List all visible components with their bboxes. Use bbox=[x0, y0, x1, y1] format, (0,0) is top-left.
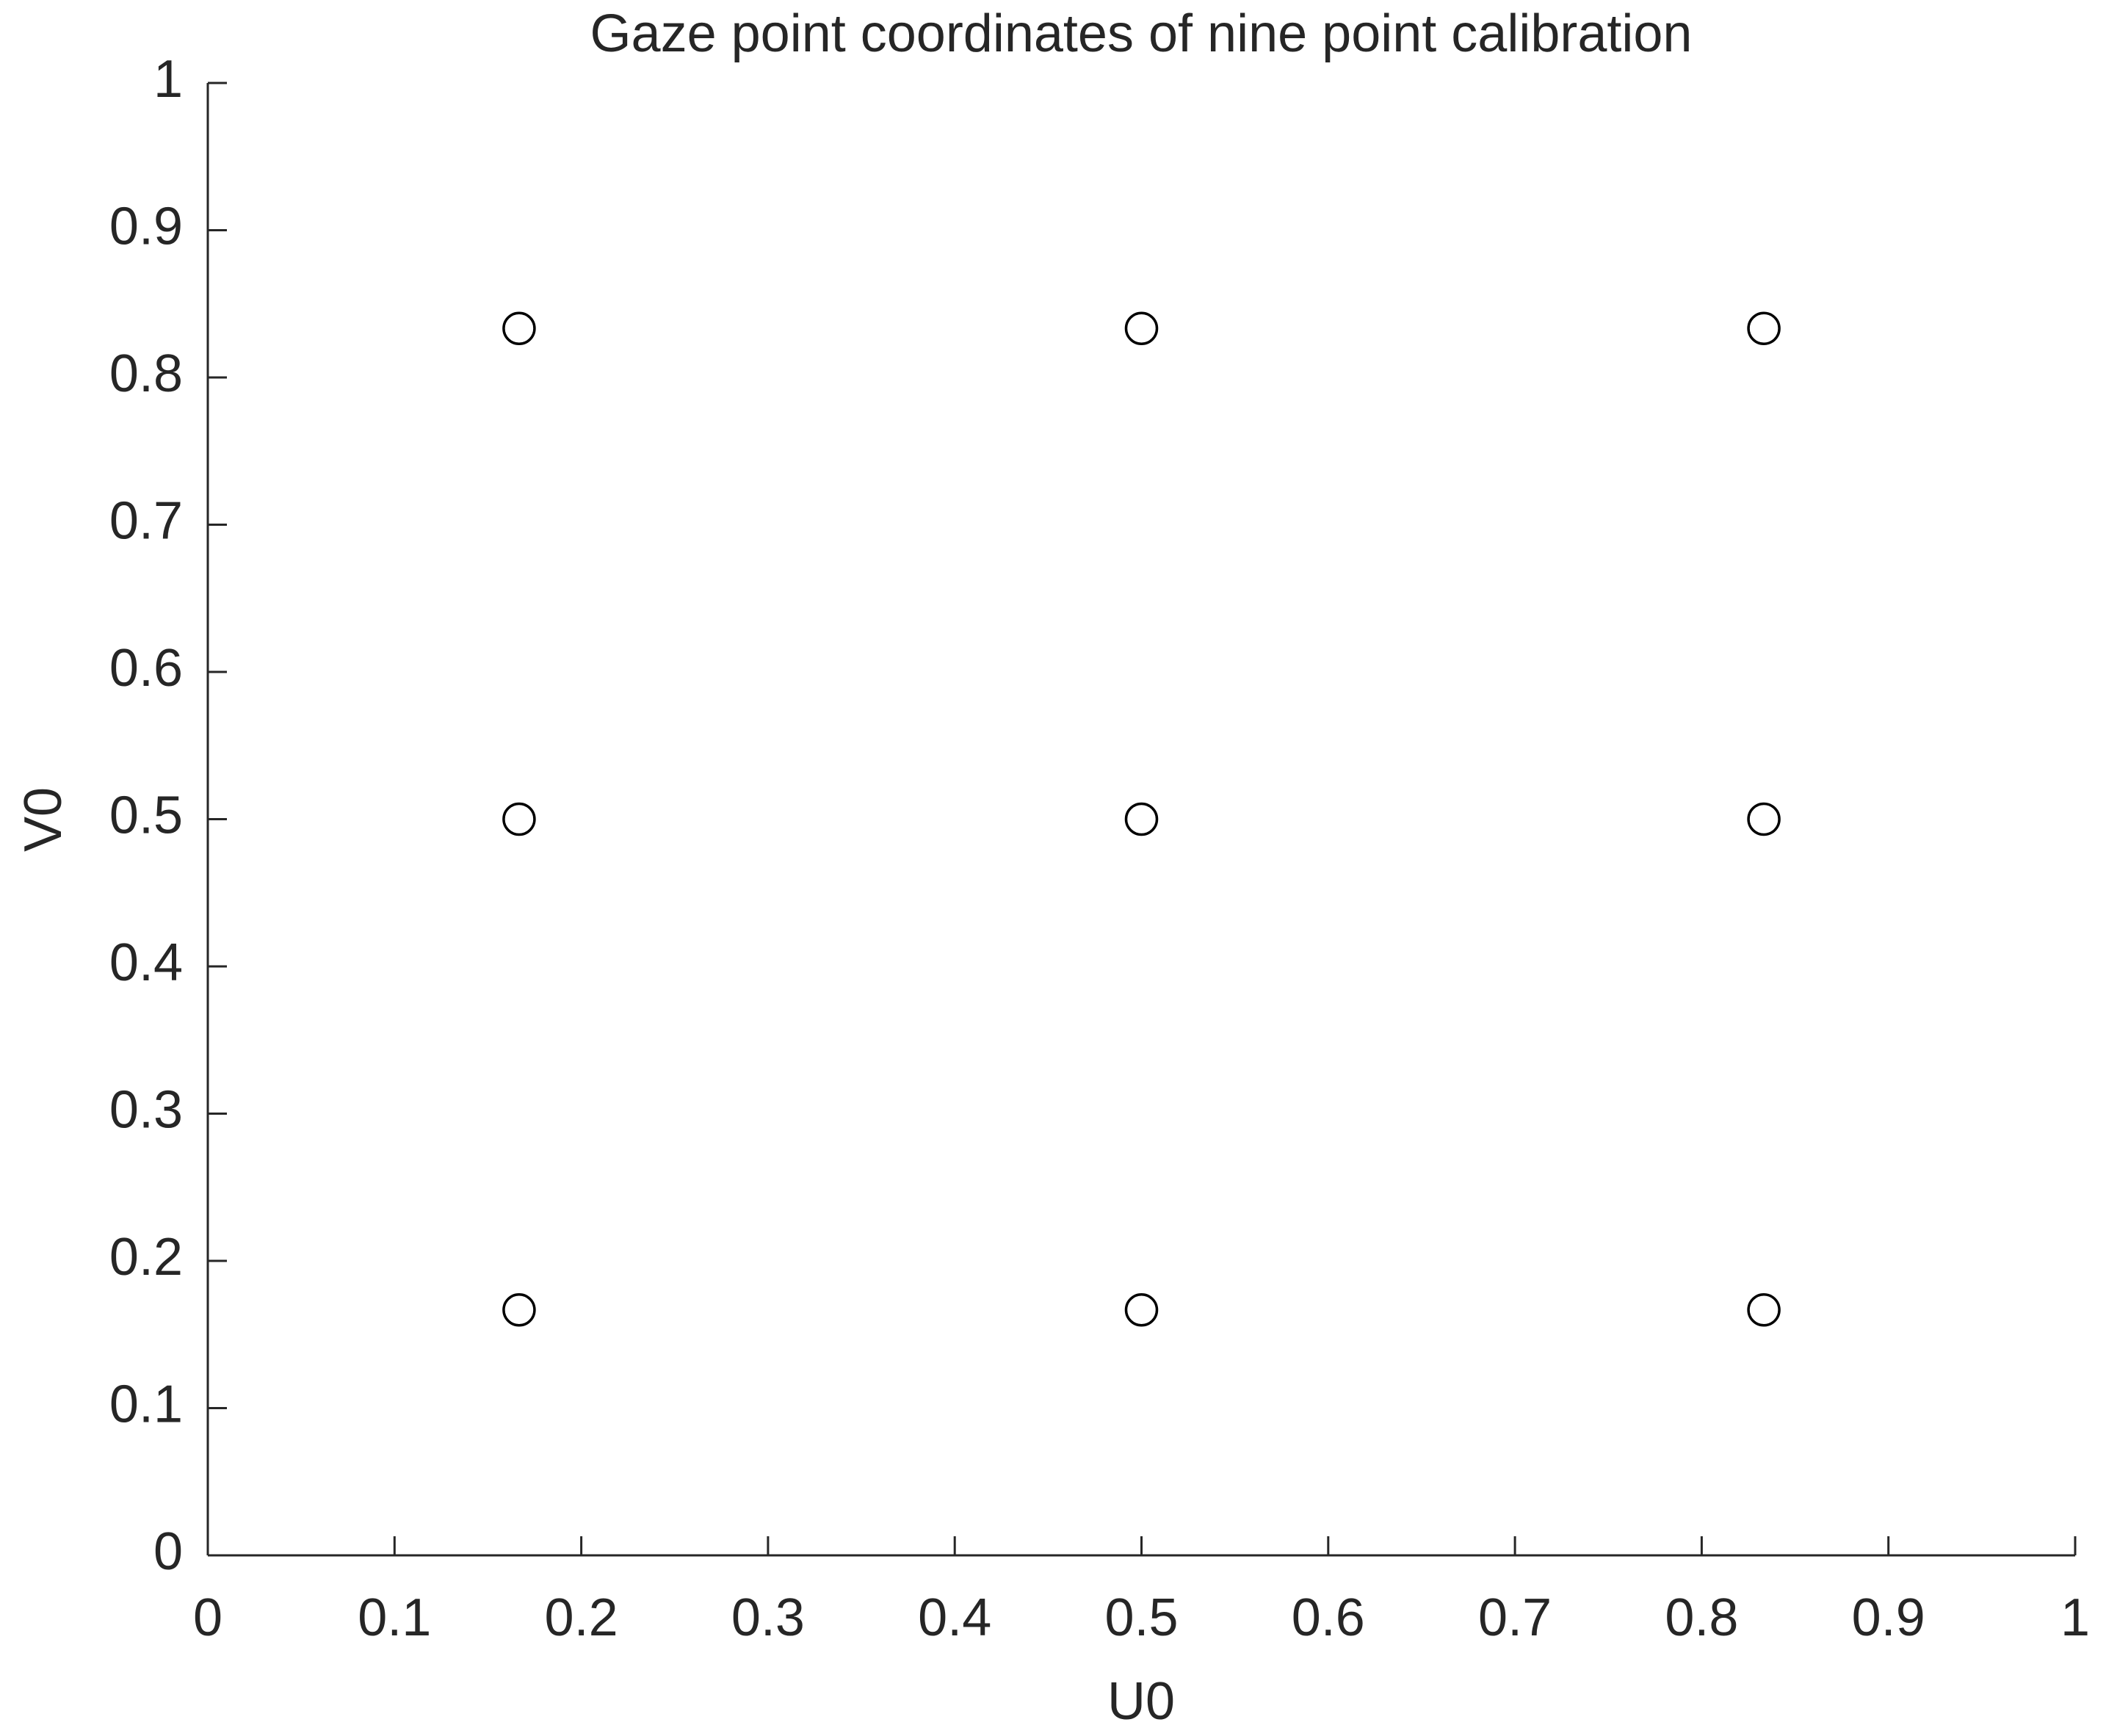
point bbox=[502, 1293, 536, 1327]
x-tick-label: 0.3 bbox=[731, 1588, 805, 1647]
x-tick-label: 0.5 bbox=[1104, 1588, 1178, 1647]
point bbox=[1747, 802, 1781, 836]
x-tick-label: 0.1 bbox=[358, 1588, 431, 1647]
x-tick-label: 0.9 bbox=[1852, 1588, 1925, 1647]
y-tick-label: 0.1 bbox=[109, 1375, 183, 1434]
point bbox=[502, 802, 536, 836]
y-tick-label: 0 bbox=[153, 1522, 183, 1581]
y-tick-label: 0.8 bbox=[109, 344, 183, 403]
x-tick-label: 0.8 bbox=[1665, 1588, 1738, 1647]
y-tick-label: 0.5 bbox=[109, 786, 183, 845]
y-tick-label: 1 bbox=[153, 50, 183, 109]
x-tick-label: 0.7 bbox=[1478, 1588, 1552, 1647]
point bbox=[1747, 1293, 1781, 1327]
point bbox=[1124, 311, 1159, 345]
point bbox=[1124, 802, 1159, 836]
y-tick-label: 0.2 bbox=[109, 1228, 183, 1287]
y-tick-label: 0.3 bbox=[109, 1081, 183, 1140]
point bbox=[1747, 311, 1781, 345]
y-tick-label: 0.9 bbox=[109, 198, 183, 256]
x-tick-label: 0.6 bbox=[1292, 1588, 1365, 1647]
x-tick-label: 0.4 bbox=[918, 1588, 991, 1647]
chart-title: Gaze point coordinates of nine point cal… bbox=[590, 4, 1693, 63]
x-axis-label: U0 bbox=[1107, 1672, 1175, 1731]
point bbox=[1124, 1293, 1159, 1327]
x-tick-label: 0 bbox=[193, 1588, 222, 1647]
x-tick-label: 0.2 bbox=[545, 1588, 618, 1647]
y-tick-label: 0.6 bbox=[109, 639, 183, 698]
x-tick-label: 1 bbox=[2060, 1588, 2090, 1647]
y-tick-label: 0.4 bbox=[109, 933, 183, 992]
point bbox=[502, 311, 536, 345]
y-tick-label: 0.7 bbox=[109, 492, 183, 551]
y-axis-label: V0 bbox=[14, 787, 73, 852]
